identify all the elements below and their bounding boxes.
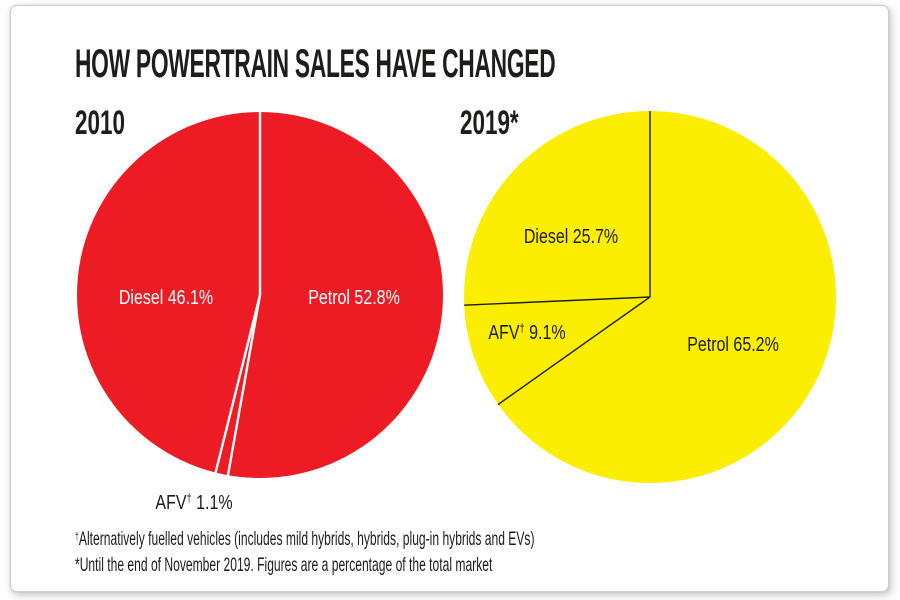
dagger-symbol: †	[186, 492, 192, 505]
pie-2010-diesel-label: Diesel 46.1%	[118, 287, 214, 309]
afv-label-text: AFV	[155, 492, 187, 514]
pie-2019-afv-label: AFV† 9.1%	[488, 323, 565, 343]
pie-2019-diesel-label: Diesel 25.7%	[523, 226, 619, 248]
pie-2010-year-label: 2010	[75, 104, 125, 142]
pie-2010-afv-label: AFV† 1.1%	[155, 493, 232, 513]
footnotes: †Alternatively fuelled vehicles (include…	[75, 524, 535, 578]
pie-2019-year-label: 2019*	[460, 104, 519, 142]
afv-label-value: 9.1%	[524, 322, 566, 344]
dagger-symbol: †	[519, 322, 525, 335]
dagger-symbol: †	[75, 531, 79, 543]
pie-2010-petrol-label: Petrol 52.8%	[308, 287, 400, 309]
footnote-period-note: *Until the end of November 2019. Figures…	[75, 554, 493, 576]
chart-title: HOW POWERTRAIN SALES HAVE CHANGED	[75, 42, 556, 86]
afv-label-value: 1.1%	[191, 492, 233, 514]
infographic-card: HOW POWERTRAIN SALES HAVE CHANGED 2010 2…	[10, 5, 889, 592]
pie-chart-2019	[464, 111, 836, 483]
footnote-afv-text: Alternatively fuelled vehicles (includes…	[78, 528, 535, 550]
footnote-afv-definition: †Alternatively fuelled vehicles (include…	[75, 524, 535, 552]
afv-label-text: AFV	[488, 322, 520, 344]
pie-chart-2010	[77, 112, 443, 478]
pie-2019-petrol-label: Petrol 65.2%	[687, 334, 779, 356]
